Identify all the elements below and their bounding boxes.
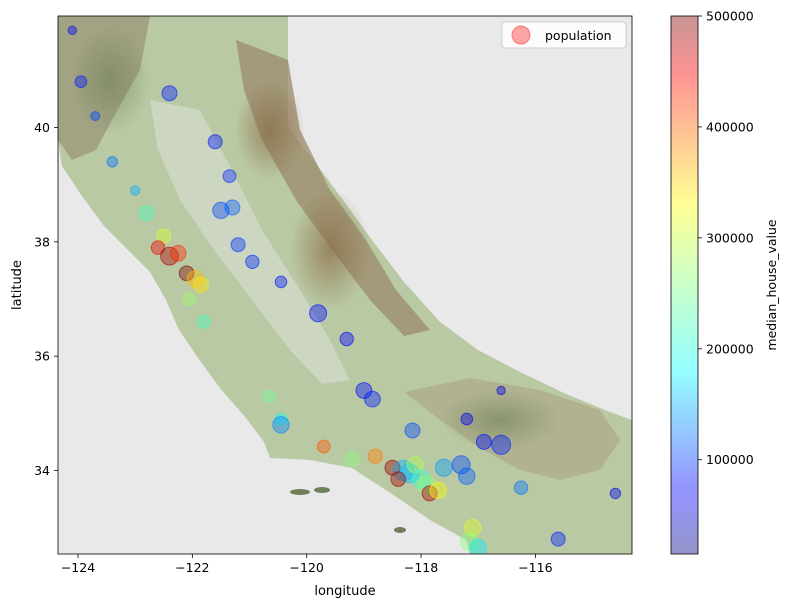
scatter-point (207, 134, 223, 150)
scatter-point (183, 292, 196, 306)
scatter-point (67, 25, 78, 35)
scatter-point (364, 390, 381, 408)
x-tick-label: −116 (518, 560, 552, 575)
central-valley (150, 100, 350, 384)
colorbar-gradient (671, 16, 698, 554)
x-tick-label: −118 (404, 560, 438, 575)
legend-label: population (545, 28, 612, 43)
x-tick-label: −122 (175, 560, 209, 575)
scatter-point (367, 448, 383, 464)
scatter-point (355, 382, 373, 399)
scatter-point (458, 467, 476, 485)
scatter-point (434, 458, 453, 477)
relief-shade (440, 390, 560, 450)
colorbar-frame (670, 15, 699, 555)
relief-shade (290, 190, 370, 310)
channel-island (394, 527, 406, 533)
scatter-point (399, 463, 420, 484)
scatter-point (406, 456, 424, 474)
scatter-point (161, 85, 178, 102)
scatter-point (513, 480, 529, 495)
scatter-point (74, 75, 88, 88)
x-tick-label: −124 (61, 560, 95, 575)
scatter-point (150, 240, 166, 255)
y-tick-label: 34 (34, 463, 50, 478)
x-tick-label: −120 (290, 560, 324, 575)
colorbar: 100000 200000 300000 400000 500000 median_ho… (670, 9, 779, 555)
relief-shade (70, 25, 150, 135)
legend-marker (511, 25, 531, 45)
x-axis: −124 −122 −120 −118 −116 (61, 554, 553, 575)
scatter-point (274, 275, 288, 289)
plot-frame (57, 15, 633, 555)
scatter-point (390, 471, 407, 487)
x-axis-label: longitude (314, 584, 375, 599)
scatter-point (90, 111, 101, 122)
legend: population (501, 21, 627, 49)
scatter-point (411, 469, 431, 489)
scatter-points (67, 25, 622, 554)
scatter-point (222, 169, 237, 184)
scatter-point (263, 389, 276, 403)
scatter-point (106, 156, 119, 168)
scatter-point (212, 201, 230, 220)
scatter-point (417, 475, 437, 495)
scatter-point (192, 276, 209, 293)
scatter-point (309, 304, 328, 323)
y-axis: 34 36 38 40 (34, 120, 58, 478)
scatter-point (339, 331, 354, 347)
scatter-point (469, 539, 487, 554)
colorbar-tick-label: 300000 (706, 230, 754, 245)
y-tick-label: 38 (34, 234, 50, 249)
legend-box (501, 21, 627, 49)
scatter-point (475, 433, 492, 450)
scatter-point (178, 265, 195, 282)
scatter-point (156, 228, 172, 244)
scatter-point (491, 434, 512, 455)
scatter-point (130, 185, 141, 196)
scatter-point (230, 237, 246, 253)
scatter-point (460, 532, 480, 552)
background-map (58, 16, 632, 554)
scatter-point (245, 254, 260, 269)
scatter-point (609, 487, 622, 500)
scatter-point (460, 412, 474, 426)
colorbar-tick-label: 100000 (706, 452, 754, 467)
y-tick-label: 40 (34, 120, 50, 135)
scatter-point (169, 244, 187, 262)
scatter-point (344, 451, 361, 467)
scatter-point (196, 315, 211, 329)
colorbar-tick-label: 400000 (706, 119, 754, 134)
y-axis-label: latitude (10, 260, 25, 310)
scatter-point (429, 481, 447, 500)
scatter-point (463, 519, 482, 537)
colorbar-tick-label: 200000 (706, 341, 754, 356)
relief-shade (235, 80, 305, 180)
channel-island (314, 487, 330, 493)
scatter-point (550, 531, 566, 547)
colorbar-tick-label: 500000 (706, 9, 754, 24)
scatter-point (272, 416, 290, 434)
channel-island (290, 489, 310, 495)
scatter-point (404, 422, 421, 439)
scatter-point (316, 439, 331, 454)
colorbar-ticks: 100000 200000 300000 400000 500000 (698, 9, 754, 467)
scatter-point (496, 385, 506, 396)
scatter-point (138, 205, 155, 222)
scatter-point (451, 455, 471, 475)
colorbar-label: median_house_value (764, 219, 779, 351)
y-tick-label: 36 (34, 349, 50, 364)
